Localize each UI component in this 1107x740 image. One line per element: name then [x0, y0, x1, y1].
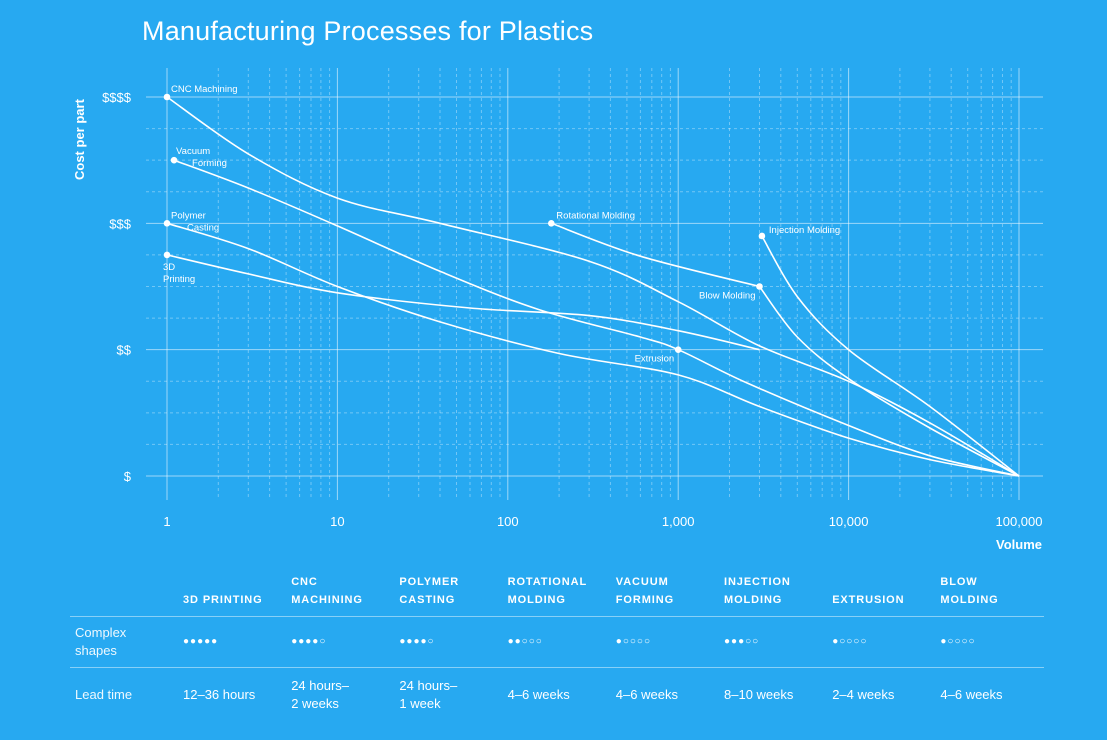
series-line-blow-molding — [758, 286, 1020, 477]
rating-dots: ●○○○○ — [615, 636, 651, 647]
series-line-polymer-casting — [166, 222, 1020, 477]
lead-time-value: 12–36 hours — [183, 687, 256, 702]
table-header: 3D PRINTING CNC MACHINING POLYMER CASTING ROT… — [70, 570, 1044, 617]
series-point-injection-molding — [758, 232, 766, 240]
x-tick-label: 1 — [163, 514, 170, 529]
column-header-poly: POLYMER CASTING — [399, 576, 460, 606]
x-tick-label: 10 — [330, 514, 344, 529]
table-row-lead-time: Lead time 12–36 hours 24 hours– 2 weeks 24 h… — [70, 668, 1044, 722]
rating-dots: ●○○○○ — [832, 636, 868, 647]
series-point-polymer-casting — [163, 220, 171, 227]
axis-ticks: 1 10 100 1,000 10,000 100,000$$$$$$$$$$ — [102, 90, 1042, 529]
series-point-rotational-molding — [547, 220, 555, 227]
series-label-vacuum-forming: Vacuum Forming — [176, 146, 227, 169]
x-tick-label: 100,000 — [996, 514, 1043, 529]
column-header-blow: BLOW MOLDING — [940, 576, 999, 606]
series-line-cnc-machining — [166, 96, 1020, 477]
series-line-vacuum-forming — [173, 159, 1020, 477]
series-label-rotational-molding: Rotational Molding — [556, 210, 635, 221]
column-header-ext: EXTRUSION — [832, 594, 905, 606]
process-comparison-table: 3D PRINTING CNC MACHINING POLYMER CASTING ROT… — [70, 570, 1044, 722]
table-row-complex-shapes: Complex shapes ●●●●● ●●●●○ ●●●●○ ●●○○○ ●○○○○ ●●… — [70, 617, 1044, 668]
series-line-3d-printing — [166, 254, 760, 351]
series-line-injection-molding — [761, 235, 1020, 477]
rating-dots: ●●●●○ — [291, 636, 327, 647]
series-label-extrusion: Extrusion — [635, 354, 675, 365]
series-labels: CNC Machining Vacuum Forming Polymer Casting… — [163, 84, 840, 365]
series-line-rotational-molding — [551, 222, 760, 288]
column-header-inj: INJECTION MOLDING — [724, 576, 791, 606]
rating-dots: ●○○○○ — [940, 636, 976, 647]
series-point-extrusion — [674, 346, 682, 353]
rating-dots: ●●●●○ — [399, 636, 435, 647]
chart-series — [163, 93, 1020, 477]
lead-time-value: 8–10 weeks — [724, 687, 794, 702]
x-tick-label: 100 — [497, 514, 519, 529]
y-tick-label: $ — [124, 469, 132, 484]
series-point-vacuum-forming — [170, 156, 178, 164]
x-axis-title: Volume — [996, 537, 1042, 552]
series-point-blow-molding — [756, 283, 763, 290]
rating-dots: ●●●●● — [183, 636, 219, 647]
series-label-blow-molding: Blow Molding — [699, 291, 756, 302]
series-label-injection-molding: Injection Molding — [769, 225, 840, 236]
column-header-cnc: CNC MACHINING — [291, 576, 363, 606]
row-label: Complex shapes — [75, 625, 127, 658]
series-label-cnc-machining: CNC Machining — [171, 84, 238, 95]
chart-grid — [146, 68, 1043, 500]
y-axis-title: Cost per part — [72, 98, 87, 180]
lead-time-value: 4–6 weeks — [507, 687, 570, 702]
series-point-3d-printing — [163, 251, 171, 259]
rating-dots: ●●○○○ — [507, 636, 543, 647]
row-label: Lead time — [75, 687, 133, 702]
lead-time-value: 24 hours– 2 weeks — [291, 678, 350, 711]
series-label-polymer-casting: Polymer Casting — [171, 210, 219, 233]
y-tick-label: $$$$ — [102, 90, 132, 105]
lead-time-value: 4–6 weeks — [615, 687, 678, 702]
y-tick-label: $$$ — [109, 216, 131, 231]
page-title: Manufacturing Processes for Plastics — [142, 16, 594, 46]
lead-time-value: 2–4 weeks — [832, 687, 895, 702]
lead-time-value: 4–6 weeks — [940, 687, 1003, 702]
process-cost-chart: 1 10 100 1,000 10,000 100,000$$$$$$$$$$ Cost … — [72, 68, 1043, 552]
series-point-cnc-machining — [163, 93, 171, 101]
column-header-vac: VACUUM FORMING — [615, 576, 675, 606]
column-header-rot: ROTATIONAL MOLDING — [507, 576, 588, 606]
x-tick-label: 10,000 — [829, 514, 869, 529]
column-header-3d: 3D PRINTING — [183, 594, 263, 606]
lead-time-value: 24 hours– 1 week — [399, 678, 458, 711]
rating-dots: ●●●○○ — [724, 636, 760, 647]
x-tick-label: 1,000 — [662, 514, 695, 529]
series-label-3d-printing: 3D Printing — [163, 262, 195, 285]
y-tick-label: $$ — [117, 343, 132, 358]
